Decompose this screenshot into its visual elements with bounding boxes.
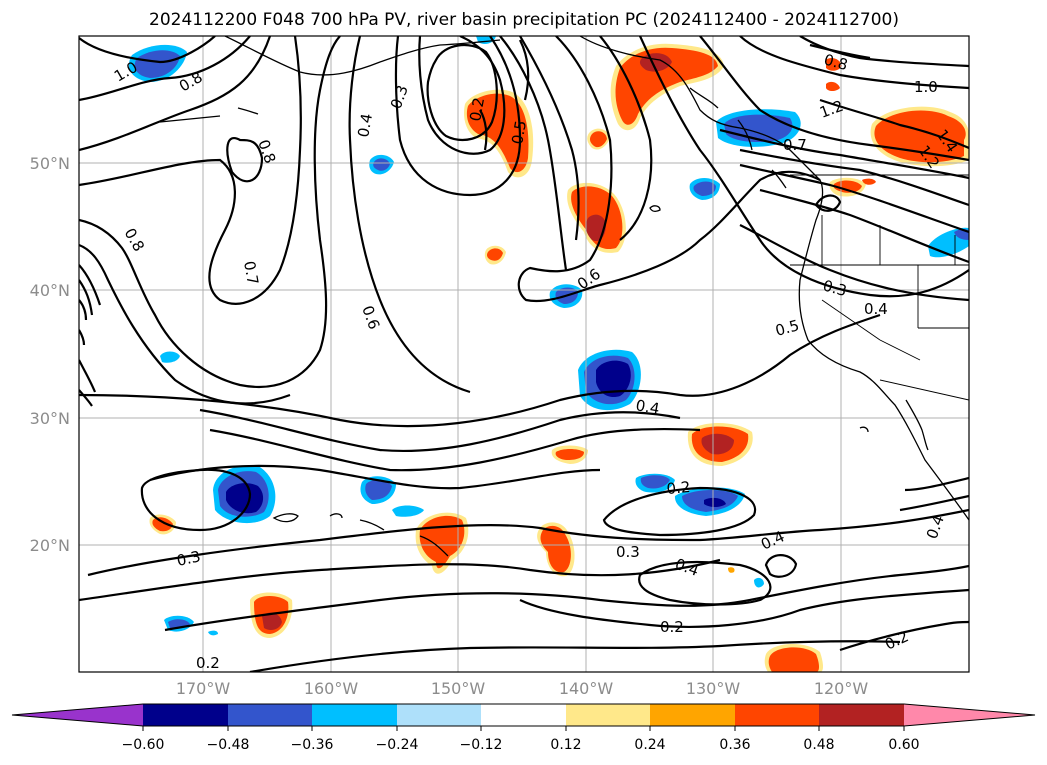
colorbar-extend-max — [904, 704, 1035, 726]
pv-contours — [79, 36, 969, 672]
colorbar-tick-label: 0.48 — [803, 737, 834, 753]
colorbar-tick-label: 0.60 — [888, 737, 919, 753]
lat-label: 50°N — [30, 154, 70, 173]
colorbar-tick-label: −0.48 — [207, 737, 250, 753]
map-frame — [78, 35, 970, 673]
lon-label: 160°W — [304, 679, 359, 698]
contour-label: 0.3 — [821, 276, 849, 300]
colorbar-swatch — [312, 704, 397, 726]
lon-label: 140°W — [559, 679, 614, 698]
contour-label: 0.2 — [466, 96, 488, 123]
map-title: 2024112200 F048 700 hPa PV, river basin … — [149, 10, 899, 30]
colorbar-tick-label: −0.12 — [460, 737, 503, 753]
colorbar-tick-marks — [142, 726, 905, 731]
lon-label: 150°W — [431, 679, 486, 698]
lon-label: 130°W — [686, 679, 741, 698]
colorbar-swatch — [819, 704, 904, 726]
latitude-labels: 50°N 40°N 30°N 20°N — [30, 154, 70, 555]
colorbar-extend-min — [12, 704, 143, 726]
colorbar-swatch — [397, 704, 481, 726]
colorbar-swatch — [735, 704, 819, 726]
contour-label: 0.2 — [666, 478, 691, 498]
contour-label: 0.4 — [354, 112, 376, 139]
contour-label: 0.5 — [773, 316, 801, 340]
contour-label: 1.0 — [914, 78, 938, 96]
map-gridlines — [79, 36, 969, 672]
colorbar-swatch — [650, 704, 735, 726]
colorbar-tick-label: −0.60 — [122, 737, 165, 753]
contour-label: 0.3 — [616, 543, 640, 561]
political-borders — [790, 174, 969, 401]
colorbar: −0.60 −0.48 −0.36 −0.24 −0.12 0.12 0.24 … — [11, 703, 1036, 753]
contour-label: 0.3 — [175, 547, 202, 570]
lat-label: 40°N — [30, 281, 70, 300]
contour-label: 0.7 — [240, 260, 262, 287]
map-plot-area: 1.0 0.8 0.8 0.8 0.7 0.6 0.4 0.3 0.2 0.5 … — [79, 36, 969, 672]
colorbar-tick-label: −0.36 — [291, 737, 334, 753]
lat-label: 20°N — [30, 536, 70, 555]
colorbar-tick-label: 0.36 — [719, 737, 750, 753]
lon-label: 120°W — [814, 679, 869, 698]
contour-label: 0.8 — [822, 50, 850, 74]
colorbar-tick-label: −0.24 — [376, 737, 419, 753]
negative-anomaly-blobs — [128, 36, 969, 636]
colorbar-swatch — [566, 704, 650, 726]
contour-label: 0.4 — [864, 300, 888, 318]
contour-label: 0.2 — [660, 618, 684, 636]
colorbar-swatch — [481, 704, 566, 726]
coastlines — [159, 36, 969, 557]
contour-label: 0.7 — [783, 136, 807, 154]
longitude-labels: 170°W 160°W 150°W 140°W 130°W 120°W — [176, 679, 869, 698]
colorbar-swatch — [228, 704, 312, 726]
colorbar-swatch — [143, 704, 228, 726]
colorbar-tick-label: 0.12 — [550, 737, 581, 753]
colorbar-tick-label: 0.24 — [634, 737, 665, 753]
contour-label: 0.2 — [196, 654, 220, 672]
lat-label: 30°N — [30, 409, 70, 428]
colorbar-tick-labels: −0.60 −0.48 −0.36 −0.24 −0.12 0.12 0.24 … — [122, 737, 920, 753]
lon-label: 170°W — [176, 679, 231, 698]
contour-label: 0.5 — [508, 119, 530, 146]
contour-label: 0.4 — [634, 396, 661, 418]
